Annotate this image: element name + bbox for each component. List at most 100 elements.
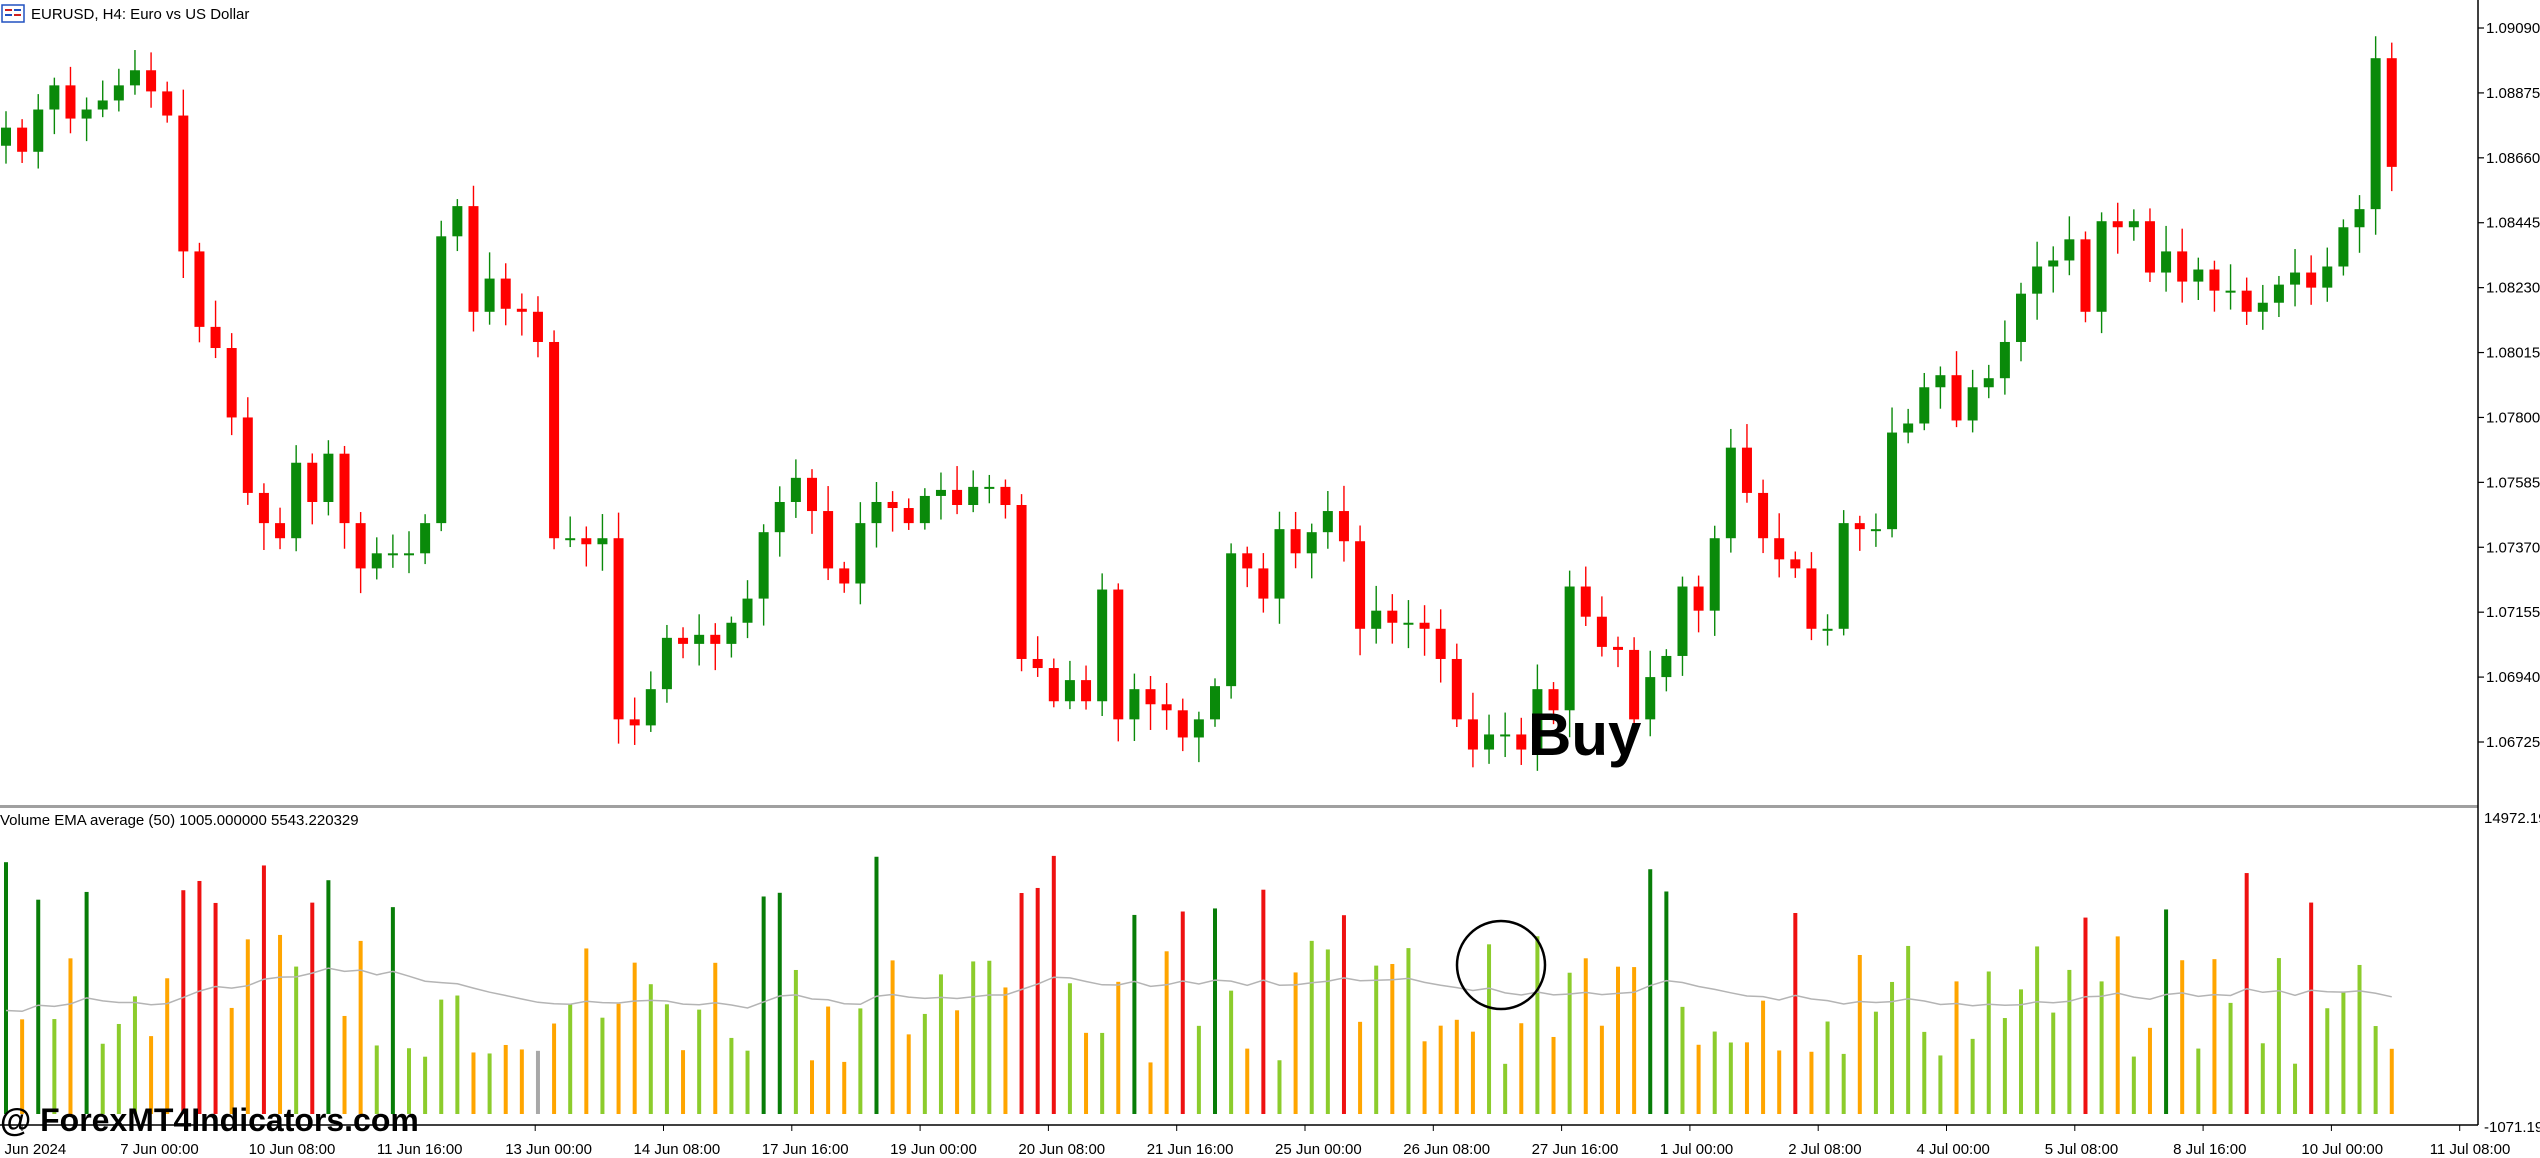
- candle[interactable]: [807, 469, 817, 534]
- candle[interactable]: [1484, 714, 1495, 764]
- candle[interactable]: [452, 199, 463, 252]
- candle[interactable]: [1967, 369, 1978, 433]
- candle[interactable]: [597, 514, 608, 571]
- candle[interactable]: [2064, 216, 2075, 276]
- candle[interactable]: [1210, 678, 1220, 727]
- candle[interactable]: [1193, 711, 1204, 763]
- candle[interactable]: [1596, 596, 1607, 657]
- candle[interactable]: [613, 512, 624, 744]
- candle[interactable]: [1677, 576, 1688, 676]
- candle[interactable]: [984, 474, 995, 504]
- candle[interactable]: [2128, 209, 2139, 241]
- candle[interactable]: [919, 488, 930, 530]
- candle[interactable]: [1242, 546, 1253, 588]
- candle[interactable]: [1338, 485, 1349, 562]
- candle[interactable]: [2370, 36, 2381, 235]
- candle[interactable]: [968, 470, 979, 513]
- candle[interactable]: [1806, 552, 1817, 641]
- candle[interactable]: [162, 81, 173, 123]
- candle[interactable]: [307, 453, 318, 525]
- candle[interactable]: [2161, 225, 2172, 292]
- candle[interactable]: [1854, 515, 1865, 551]
- candle[interactable]: [2257, 284, 2268, 330]
- candle[interactable]: [1435, 609, 1446, 683]
- candle[interactable]: [1935, 366, 1946, 409]
- candle[interactable]: [2354, 195, 2365, 253]
- candle[interactable]: [291, 445, 302, 552]
- candle[interactable]: [2016, 282, 2026, 362]
- candle[interactable]: [2306, 255, 2317, 305]
- candle[interactable]: [65, 66, 76, 134]
- candle[interactable]: [33, 94, 44, 169]
- price-axis[interactable]: 1.09090 1.08875 1.08660 1.08445 1.08230 1.080…: [2478, 20, 2540, 751]
- candle[interactable]: [1741, 424, 1752, 503]
- chart-window-icon[interactable]: [1, 4, 25, 23]
- candle[interactable]: [871, 481, 882, 548]
- candle[interactable]: [404, 531, 414, 574]
- candle[interactable]: [1580, 566, 1591, 627]
- candle[interactable]: [1145, 675, 1156, 730]
- candle[interactable]: [935, 472, 946, 520]
- candle[interactable]: [2273, 275, 2284, 318]
- candle[interactable]: [1822, 614, 1833, 646]
- candle[interactable]: [565, 516, 576, 548]
- candle[interactable]: [645, 671, 656, 732]
- candle[interactable]: [1048, 658, 1059, 708]
- candle[interactable]: [1532, 664, 1543, 771]
- candle[interactable]: [2177, 228, 2188, 303]
- candle[interactable]: [758, 524, 769, 626]
- candle[interactable]: [1870, 513, 1881, 547]
- candle[interactable]: [742, 580, 753, 639]
- volume-panel[interactable]: [4, 855, 2394, 1114]
- candle[interactable]: [823, 486, 834, 581]
- candle[interactable]: [1887, 407, 1898, 538]
- candle[interactable]: [661, 624, 672, 703]
- candle[interactable]: [629, 697, 640, 745]
- candle[interactable]: [855, 502, 866, 605]
- candle[interactable]: [726, 616, 737, 658]
- candle[interactable]: [339, 445, 350, 549]
- candle[interactable]: [1774, 513, 1785, 578]
- candle[interactable]: [952, 466, 963, 515]
- candle[interactable]: [1709, 525, 1720, 636]
- candle[interactable]: [1564, 570, 1575, 738]
- candle[interactable]: [2048, 246, 2059, 293]
- candle[interactable]: [2080, 231, 2091, 323]
- candle[interactable]: [1387, 594, 1398, 644]
- candle[interactable]: [436, 220, 447, 532]
- candle[interactable]: [2241, 277, 2252, 325]
- price-panel[interactable]: [1, 36, 2397, 771]
- candle[interactable]: [2193, 257, 2204, 301]
- candle[interactable]: [1, 111, 11, 164]
- candle[interactable]: [1516, 717, 1527, 765]
- candle[interactable]: [1500, 712, 1511, 758]
- candle[interactable]: [49, 77, 60, 135]
- candle[interactable]: [2290, 249, 2301, 307]
- candle[interactable]: [178, 89, 189, 278]
- candle[interactable]: [1097, 573, 1108, 717]
- candle[interactable]: [210, 300, 221, 359]
- candle[interactable]: [1177, 698, 1188, 752]
- candle[interactable]: [1032, 636, 1043, 677]
- candle[interactable]: [2386, 42, 2397, 192]
- candle[interactable]: [1838, 510, 1849, 636]
- candle[interactable]: [1903, 408, 1914, 444]
- candle[interactable]: [1081, 665, 1092, 710]
- candle[interactable]: [1467, 692, 1478, 768]
- candle[interactable]: [1645, 650, 1656, 737]
- candle[interactable]: [2209, 260, 2220, 312]
- candle[interactable]: [1258, 553, 1269, 613]
- candle[interactable]: [774, 486, 785, 557]
- candle[interactable]: [258, 483, 269, 550]
- time-axis[interactable]: 5 Jun 2024 7 Jun 00:00 10 Jun 08:00 11 Jun …: [0, 1125, 2510, 1158]
- candle[interactable]: [581, 526, 592, 567]
- candle[interactable]: [17, 119, 28, 163]
- candle[interactable]: [387, 534, 398, 568]
- candle[interactable]: [1919, 372, 1930, 431]
- candle[interactable]: [1371, 585, 1382, 644]
- candle[interactable]: [226, 333, 237, 436]
- candle[interactable]: [194, 242, 205, 343]
- candle[interactable]: [1274, 511, 1285, 624]
- candle[interactable]: [1113, 583, 1124, 742]
